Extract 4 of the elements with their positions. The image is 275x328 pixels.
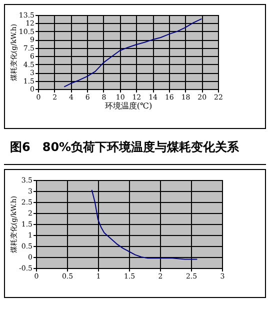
text: 图6 80%负荷下环境温度与煤耗变化关系 xyxy=(10,139,240,156)
x-axis-title: 环境温度(℃) xyxy=(104,102,152,110)
line-series xyxy=(91,189,198,260)
line-series xyxy=(64,18,202,88)
